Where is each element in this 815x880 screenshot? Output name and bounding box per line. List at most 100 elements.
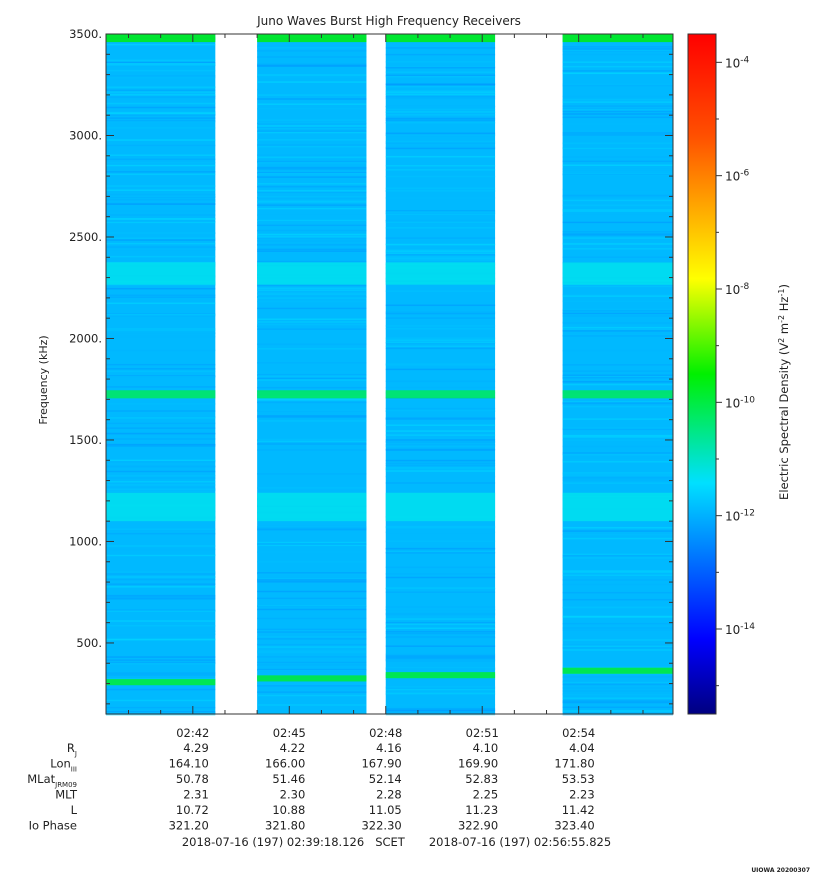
noise-row [562, 233, 673, 235]
noise-row [257, 541, 367, 544]
noise-row [106, 545, 216, 547]
x-tick-label: 02:42 [176, 726, 209, 740]
noise-row [562, 116, 673, 119]
noise-row [385, 467, 496, 469]
noise-row [562, 683, 673, 686]
noise-row [106, 203, 216, 205]
noise-row [385, 114, 496, 116]
colorbar-label: Electric Spectral Density (V2 m-2 Hz-1) [777, 284, 792, 500]
noise-row [257, 45, 367, 47]
noise-row [106, 609, 216, 612]
noise-row [257, 685, 367, 687]
noise-row [385, 132, 496, 135]
noise-row [562, 537, 673, 540]
noise-row [106, 64, 216, 67]
noise-row [257, 420, 367, 422]
noise-row [257, 300, 367, 303]
noise-row [257, 240, 367, 242]
noise-row [385, 434, 496, 436]
noise-row [385, 339, 496, 341]
noise-row [385, 368, 496, 371]
noise-row [562, 647, 673, 649]
noise-row [562, 210, 673, 212]
noise-row [385, 655, 496, 657]
y-tick-label: 3000. [69, 128, 102, 142]
emission-band [562, 34, 673, 43]
noise-row [385, 243, 496, 246]
noise-row [106, 237, 216, 240]
ephemeris-value: 4.10 [473, 741, 499, 755]
ephemeris-value: 53.53 [562, 772, 595, 786]
noise-row [106, 630, 216, 632]
noise-row [562, 370, 673, 372]
colorbar-tick-label: 10-12 [725, 509, 755, 524]
noise-row [106, 659, 216, 661]
noise-row [562, 300, 673, 302]
noise-row [562, 326, 673, 329]
spectrogram-plot [105, 33, 674, 716]
credit-stamp: UIOWA 20200307 [751, 867, 810, 874]
noise-row [385, 713, 496, 716]
noise-row [257, 159, 367, 161]
noise-row [106, 586, 216, 588]
noise-row [106, 296, 216, 298]
noise-row [106, 121, 216, 123]
noise-row [385, 105, 496, 108]
noise-row [385, 53, 496, 56]
noise-row [106, 386, 216, 388]
ephemeris-value: 11.42 [562, 803, 595, 817]
noise-row [562, 403, 673, 405]
noise-row [257, 145, 367, 148]
noise-row [562, 436, 673, 438]
noise-row [257, 74, 367, 76]
y-tick-label: 500. [76, 636, 102, 650]
noise-row [257, 543, 367, 545]
noise-row [562, 72, 673, 74]
noise-row [385, 627, 496, 630]
noise-row [257, 161, 367, 164]
ephemeris-row-label: L [71, 803, 78, 817]
colorbar-tick-label: 10-14 [725, 622, 755, 637]
noise-row [562, 195, 673, 198]
noise-row [257, 544, 367, 547]
ephemeris-row-label: MLatJRM09 [27, 772, 77, 789]
noise-row [106, 596, 216, 598]
noise-row [106, 620, 216, 622]
noise-row [106, 432, 216, 435]
noise-row [257, 144, 367, 146]
noise-row [106, 221, 216, 224]
noise-row [385, 626, 496, 629]
noise-row [562, 474, 673, 476]
noise-row [257, 443, 367, 445]
noise-row [562, 330, 673, 332]
noise-row [562, 199, 673, 202]
noise-row [562, 381, 673, 383]
noise-row [106, 427, 216, 429]
noise-row [385, 259, 496, 261]
noise-row [562, 61, 673, 63]
noise-row [385, 407, 496, 410]
noise-row [257, 224, 367, 227]
noise-row [385, 540, 496, 543]
noise-row [106, 287, 216, 290]
noise-row [562, 591, 673, 594]
noise-row [257, 605, 367, 607]
noise-row [385, 97, 496, 100]
colorbar-label-text: Electric Spectral Density [777, 359, 791, 500]
noise-row [257, 122, 367, 124]
noise-row [257, 650, 367, 652]
noise-row [106, 110, 216, 113]
noise-row [106, 239, 216, 241]
noise-row [385, 190, 496, 192]
noise-row [106, 363, 216, 366]
noise-row [106, 662, 216, 665]
noise-row [385, 250, 496, 252]
noise-row [562, 98, 673, 101]
noise-row [562, 700, 673, 702]
noise-row [385, 221, 496, 224]
noise-row [562, 237, 673, 239]
noise-row [106, 127, 216, 129]
noise-row [257, 250, 367, 252]
noise-row [562, 681, 673, 684]
noise-row [562, 309, 673, 312]
